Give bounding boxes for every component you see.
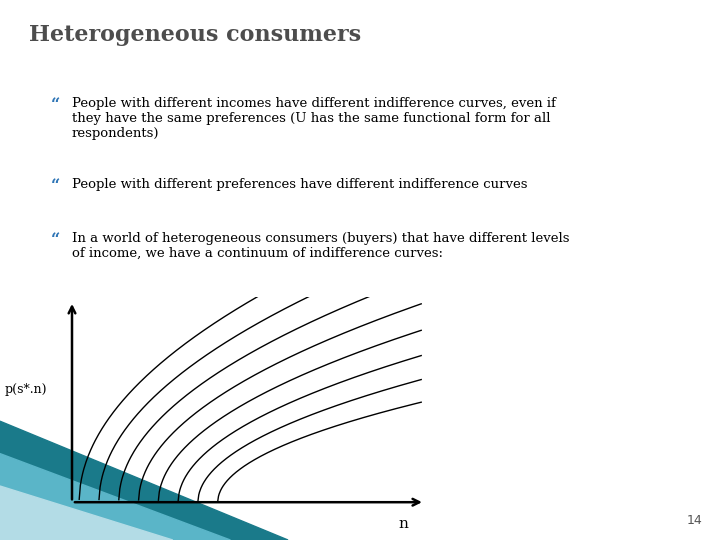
Text: p(s*.n): p(s*.n) bbox=[4, 383, 47, 396]
Text: In a world of heterogeneous consumers (buyers) that have different levels
of inc: In a world of heterogeneous consumers (b… bbox=[72, 232, 570, 260]
Text: n: n bbox=[398, 517, 408, 531]
Text: 14: 14 bbox=[686, 514, 702, 526]
Text: Heterogeneous consumers: Heterogeneous consumers bbox=[29, 24, 361, 46]
Text: “: “ bbox=[50, 232, 60, 249]
Text: People with different preferences have different indifference curves: People with different preferences have d… bbox=[72, 178, 528, 191]
Text: “: “ bbox=[50, 97, 60, 114]
Polygon shape bbox=[0, 454, 230, 540]
Text: “: “ bbox=[50, 178, 60, 195]
Polygon shape bbox=[0, 421, 288, 540]
Polygon shape bbox=[0, 486, 173, 540]
Text: People with different incomes have different indifference curves, even if
they h: People with different incomes have diffe… bbox=[72, 97, 556, 140]
